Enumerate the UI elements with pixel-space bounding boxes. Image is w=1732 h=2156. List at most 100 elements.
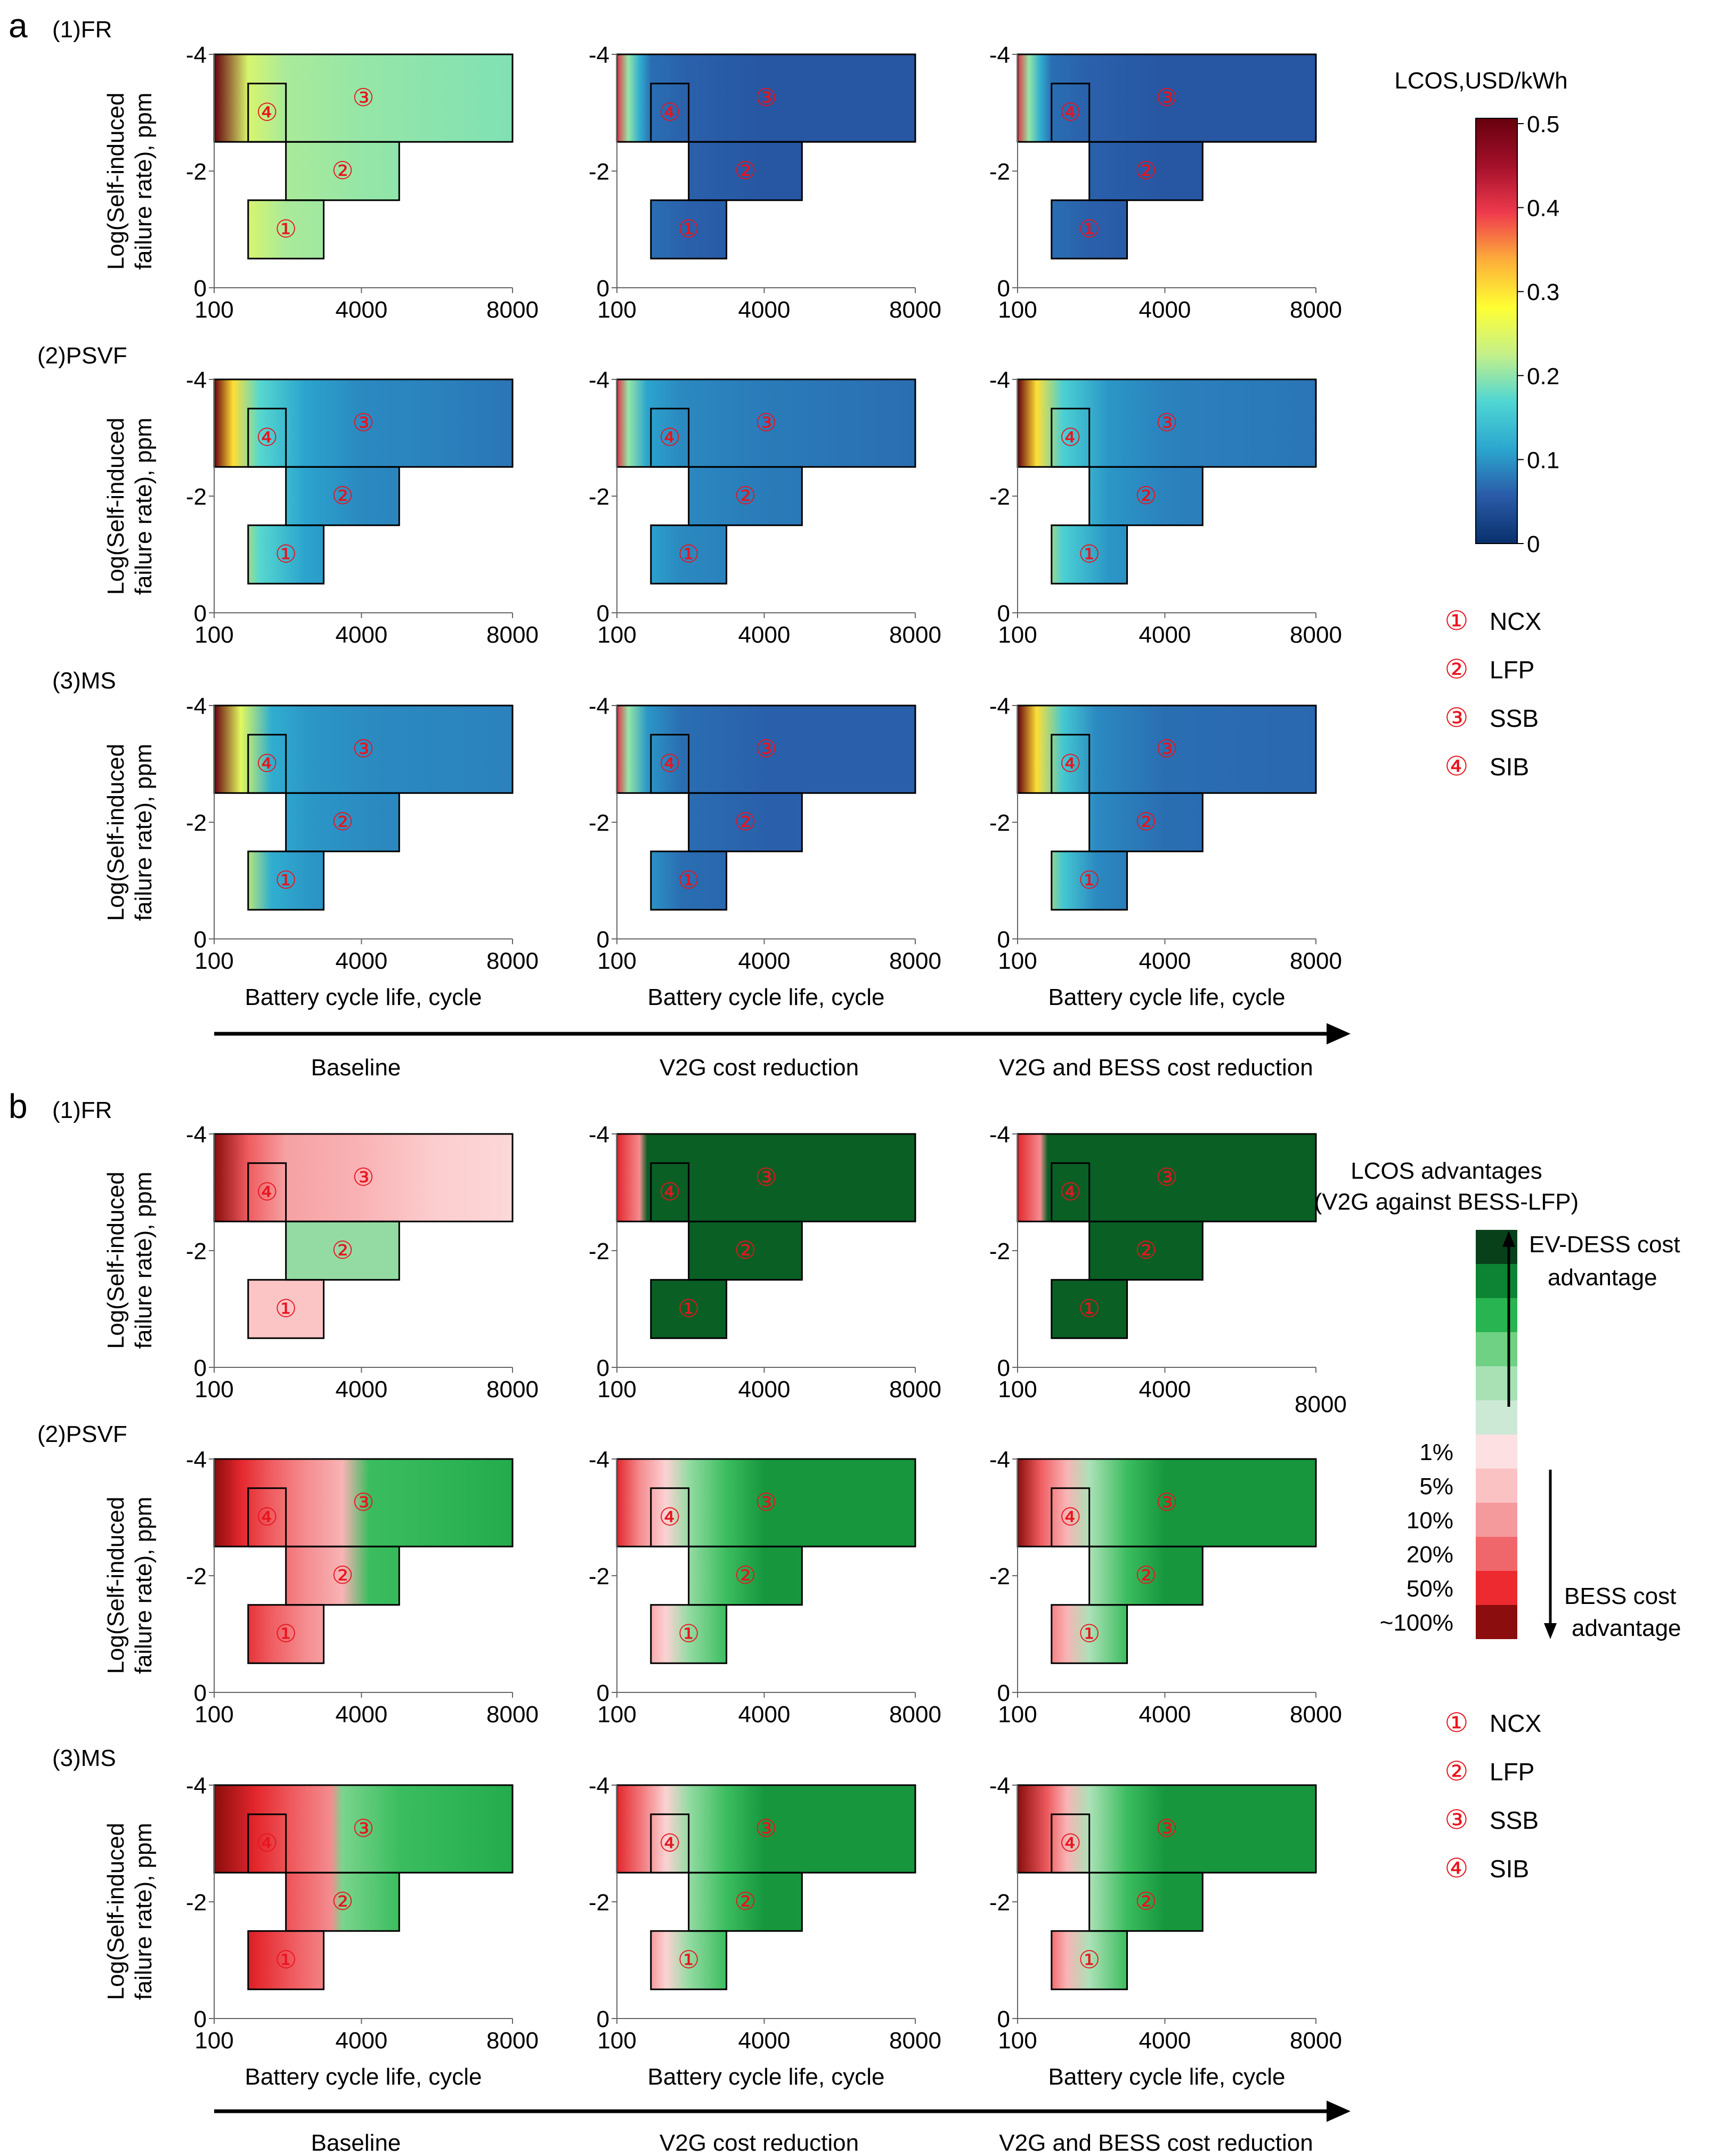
colorbar-b-pct-label: 50% (1406, 1576, 1453, 1602)
region-outline-sib (650, 1813, 690, 1874)
x-tick-label: 8000 (486, 622, 539, 648)
region-outline-sib (1051, 1813, 1091, 1874)
y-tick-label: 0 (997, 2006, 1010, 2032)
region-fill-ssb (617, 54, 915, 142)
y-tick-label: 0 (597, 2006, 609, 2032)
region-fill-ncx (650, 1604, 727, 1664)
x-tick-label: 8000 (1290, 1701, 1342, 1728)
region-outline-sib (247, 408, 287, 468)
y-axis-label-b1: Log(Self-induced failure rate), ppm (103, 1172, 157, 1349)
x-axis-title: Battery cycle life, cycle (245, 984, 482, 1010)
y-tick-label: -4 (186, 1122, 207, 1148)
y-axis-label-a1: Log(Self-induced failure rate), ppm (103, 93, 157, 270)
scenario-label-baseline-a: Baseline (311, 1055, 401, 1081)
y-tick-label: 0 (194, 275, 207, 302)
region-fill-ssb (617, 1459, 915, 1547)
colorbar-b-title-line2: (V2G against BESS-LFP) (1314, 1189, 1579, 1215)
region-marker-sib: ④ (1060, 1178, 1082, 1206)
y-tick-label: -4 (989, 1773, 1010, 1799)
region-marker-ncx: ① (275, 866, 297, 894)
region-marker-ncx: ① (678, 1620, 700, 1648)
x-tick-label: 8000 (486, 948, 539, 974)
y-tick-label: -4 (589, 42, 609, 68)
region-outline-sib (247, 1813, 287, 1874)
y-tick-label: -4 (186, 693, 207, 719)
y-axis-label-a2: Log(Self-induced failure rate), ppm (103, 418, 157, 595)
panel-b-label: b (9, 1087, 28, 1125)
chemistry-legend-a: ① NCX ② LFP ③ SSB ④ SIB (1445, 606, 1542, 781)
x-tick-label: 4000 (1139, 1701, 1191, 1728)
y-axis-label-b3: Log(Self-induced failure rate), ppm (103, 1823, 157, 2000)
region-marker-sib: ④ (1060, 1503, 1082, 1531)
region-fill-lfp (286, 1221, 400, 1280)
y-tick-label: -4 (989, 1122, 1010, 1148)
colorbar-b-pct-label: ~100% (1380, 1610, 1453, 1636)
colorbar-a-tick-label: 0.4 (1527, 196, 1559, 222)
x-tick-label: 4000 (1139, 2028, 1191, 2054)
region-fill-lfp (688, 1546, 802, 1605)
colorbar-b-green-level (1476, 1332, 1517, 1366)
region-outline-sib (247, 83, 287, 143)
region-fill-ssb (1018, 706, 1316, 793)
y-tick-label: -2 (186, 484, 207, 510)
region-fill-lfp (688, 467, 802, 525)
legend-name-sib: SIB (1490, 753, 1529, 781)
region-marker-lfp: ② (734, 1236, 756, 1264)
y-tick-label: 0 (194, 601, 207, 627)
region-marker-lfp: ② (1135, 482, 1157, 509)
region-outline-sib (650, 1487, 690, 1547)
bess-advantage-line2: advantage (1572, 1615, 1681, 1641)
y-tick-label: 0 (194, 1355, 207, 1381)
x-tick-label: 4000 (336, 1701, 388, 1728)
region-marker-ncx: ① (1078, 540, 1100, 568)
y-tick-label: 0 (597, 275, 609, 302)
up-arrow-head (1502, 1231, 1515, 1247)
region-fill-ncx (248, 851, 324, 910)
region-outline-sib (650, 408, 690, 468)
x-tick-label: 8000 (486, 297, 539, 323)
region-fill-ncx (1051, 1604, 1127, 1664)
region-fill-lfp (286, 1546, 400, 1605)
colorbar-a-title: LCOS,USD/kWh (1394, 68, 1567, 94)
region-fill-lfp (286, 467, 400, 525)
x-tick-label: 4000 (336, 948, 388, 974)
region-marker-lfp: ② (331, 1887, 353, 1915)
scenario-label-v2g-b: V2G cost reduction (660, 2130, 859, 2156)
region-marker-lfp: ② (734, 157, 756, 184)
colorbar-b-pct-label: 20% (1406, 1542, 1453, 1568)
region-marker-ssb: ③ (352, 1814, 374, 1842)
x-tick-label: 4000 (1139, 1376, 1191, 1403)
region-fill-lfp (286, 793, 400, 852)
y-tick-label: -2 (186, 1563, 207, 1590)
x-axis-title: Battery cycle life, cycle (647, 984, 884, 1010)
region-fill-ssb (214, 706, 513, 793)
colorbar-b-green-level (1476, 1298, 1517, 1332)
x-tick-label: 8000 (486, 2028, 539, 2054)
colorbar-b-green-level (1476, 1366, 1517, 1400)
region-marker-lfp: ② (331, 808, 353, 836)
region-fill-ssb (617, 1134, 915, 1222)
ev-dess-advantage-line2: advantage (1548, 1265, 1657, 1291)
colorbar-b-red-level (1476, 1434, 1517, 1469)
x-tick-label: 8000 (1290, 297, 1342, 323)
legend-name-ncx: NCX (1490, 1709, 1541, 1737)
x-tick-label: 8000 (889, 1701, 941, 1728)
scenario-arrow-a (214, 1023, 1351, 1044)
region-marker-ncx: ① (678, 215, 700, 243)
region-marker-ncx: ① (678, 1295, 700, 1323)
region-marker-lfp: ② (734, 1561, 756, 1589)
scenario-label-baseline-b: Baseline (311, 2130, 401, 2156)
x-axis-title: Battery cycle life, cycle (647, 2064, 884, 2090)
service-label-a-psvf: (2)PSVF (37, 343, 127, 369)
legend-name-lfp: LFP (1490, 656, 1534, 684)
region-marker-ncx: ① (1078, 866, 1100, 894)
stray-tick-8000: 8000 (1295, 1391, 1347, 1417)
y-axis-label-line1: Log(Self-induced (103, 1172, 129, 1349)
region-outline-sib (1051, 1162, 1091, 1222)
y-tick-label: -2 (989, 1890, 1010, 1916)
